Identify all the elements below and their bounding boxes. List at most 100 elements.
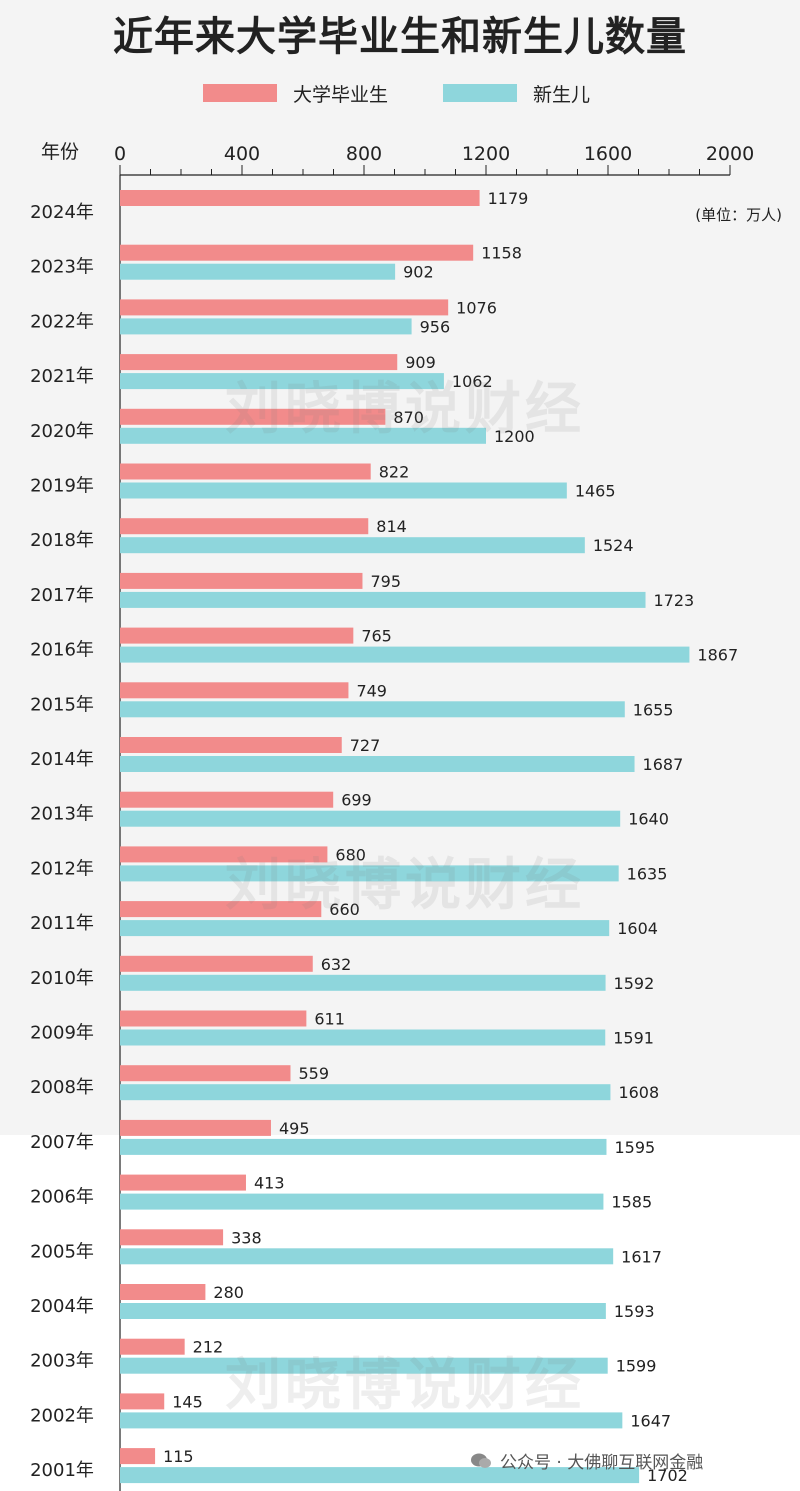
x-tick-label: 0 [114,143,126,165]
data-label-graduates: 1179 [488,189,529,208]
legend-swatch-graduates [203,84,277,102]
data-label-graduates: 280 [213,1283,244,1302]
y-tick-label: 2009年 [30,1023,94,1044]
y-tick-label: 2019年 [30,476,94,497]
y-tick-label: 2013年 [30,804,94,825]
data-label-graduates: 749 [356,681,387,700]
data-label-newborns: 1592 [614,974,655,993]
data-label-newborns: 1604 [617,919,658,938]
bar-graduates [120,408,386,425]
data-label-graduates: 115 [163,1447,194,1466]
y-tick-label: 2018年 [30,530,94,551]
footer-text: 公众号 · 大佛聊互联网金融 [500,1453,704,1473]
wechat-icon [471,1453,491,1468]
bar-newborns [120,1029,606,1046]
legend-item-graduates: 大学毕业生 [203,82,389,106]
data-label-graduates: 660 [329,900,360,919]
bar-newborns [120,1357,608,1374]
bar-newborns [120,974,606,991]
bar-graduates [120,299,449,316]
bar-newborns [120,482,567,499]
y-tick-label: 2023年 [30,257,94,278]
data-label-graduates: 1158 [481,244,522,263]
data-label-newborns: 1200 [494,427,535,446]
bar-graduates [120,737,342,753]
data-label-newborns: 1465 [575,482,616,501]
data-label-newborns: 1617 [621,1247,662,1266]
bar-newborns [120,263,396,280]
data-label-newborns: 1593 [614,1302,655,1321]
data-label-newborns: 1524 [593,536,634,555]
bar-graduates [120,1393,165,1410]
data-label-newborns: 1599 [616,1357,657,1376]
bar-newborns [120,1303,606,1319]
bar-newborns [120,1138,607,1155]
x-tick-label: 1600 [584,143,632,165]
data-label-newborns: 1062 [452,372,493,391]
data-label-graduates: 870 [393,408,424,427]
data-label-newborns: 1687 [643,755,684,774]
bar-newborns [120,1193,604,1210]
data-label-graduates: 611 [314,1010,345,1029]
bar-newborns [120,1248,614,1265]
bar-newborns [120,1412,623,1429]
bar-newborns [120,756,635,772]
bar-newborns [120,865,619,882]
bar-graduates [120,1338,185,1355]
bar-graduates [120,627,354,644]
data-label-newborns: 1585 [611,1193,652,1212]
bar-graduates [120,682,349,699]
y-tick-label: 2002年 [30,1405,94,1426]
data-label-newborns: 1867 [697,646,738,665]
legend-label-graduates: 大学毕业生 [293,83,389,106]
bar-graduates [120,791,334,808]
legend-swatch-newborns [443,84,517,102]
data-label-newborns: 1702 [647,1466,688,1485]
y-tick-label: 2004年 [30,1296,94,1317]
y-tick-label: 2017年 [30,585,94,606]
y-tick-label: 2024年 [30,202,94,223]
data-label-graduates: 727 [350,736,381,755]
y-tick-label: 2011年 [30,913,94,934]
x-tick-label: 800 [346,143,382,165]
bar-graduates [120,901,322,918]
data-label-graduates: 814 [376,517,407,536]
x-tick-label: 400 [224,143,260,165]
data-label-graduates: 559 [298,1064,329,1083]
legend-item-newborns: 新生儿 [443,82,591,106]
bar-newborns [120,701,625,718]
bar-graduates [120,1010,307,1027]
data-label-newborns: 1595 [614,1138,655,1157]
bar-graduates [120,518,369,535]
data-label-graduates: 212 [193,1338,224,1357]
bar-graduates [120,1119,271,1136]
bar-graduates [120,846,328,863]
legend-label-newborns: 新生儿 [533,83,591,106]
y-tick-label: 2016年 [30,640,94,661]
y-tick-label: 2001年 [30,1460,94,1481]
y-tick-label: 2014年 [30,749,94,770]
bar-graduates [120,1065,291,1082]
data-label-graduates: 338 [231,1228,262,1247]
bar-graduates [120,955,313,972]
bar-graduates [120,1284,206,1300]
y-tick-label: 2010年 [30,968,94,989]
data-label-newborns: 1635 [627,864,668,883]
y-tick-label: 2022年 [30,311,94,332]
y-axis-label: 年份 [41,141,79,163]
bar-graduates [120,1174,246,1191]
data-label-newborns: 1640 [628,810,669,829]
bar-newborns [120,318,412,335]
footer-credit: 公众号 · 大佛聊互联网金融 [470,1448,703,1473]
bar-newborns [120,810,621,827]
data-label-graduates: 632 [321,955,352,974]
bar-newborns [120,1084,611,1101]
data-label-graduates: 795 [370,572,401,591]
data-label-newborns: 1608 [618,1083,659,1102]
y-tick-label: 2015年 [30,694,94,715]
unit-note: (单位：万人) [695,206,782,224]
data-label-graduates: 822 [379,463,410,482]
bar-newborns [120,373,444,390]
